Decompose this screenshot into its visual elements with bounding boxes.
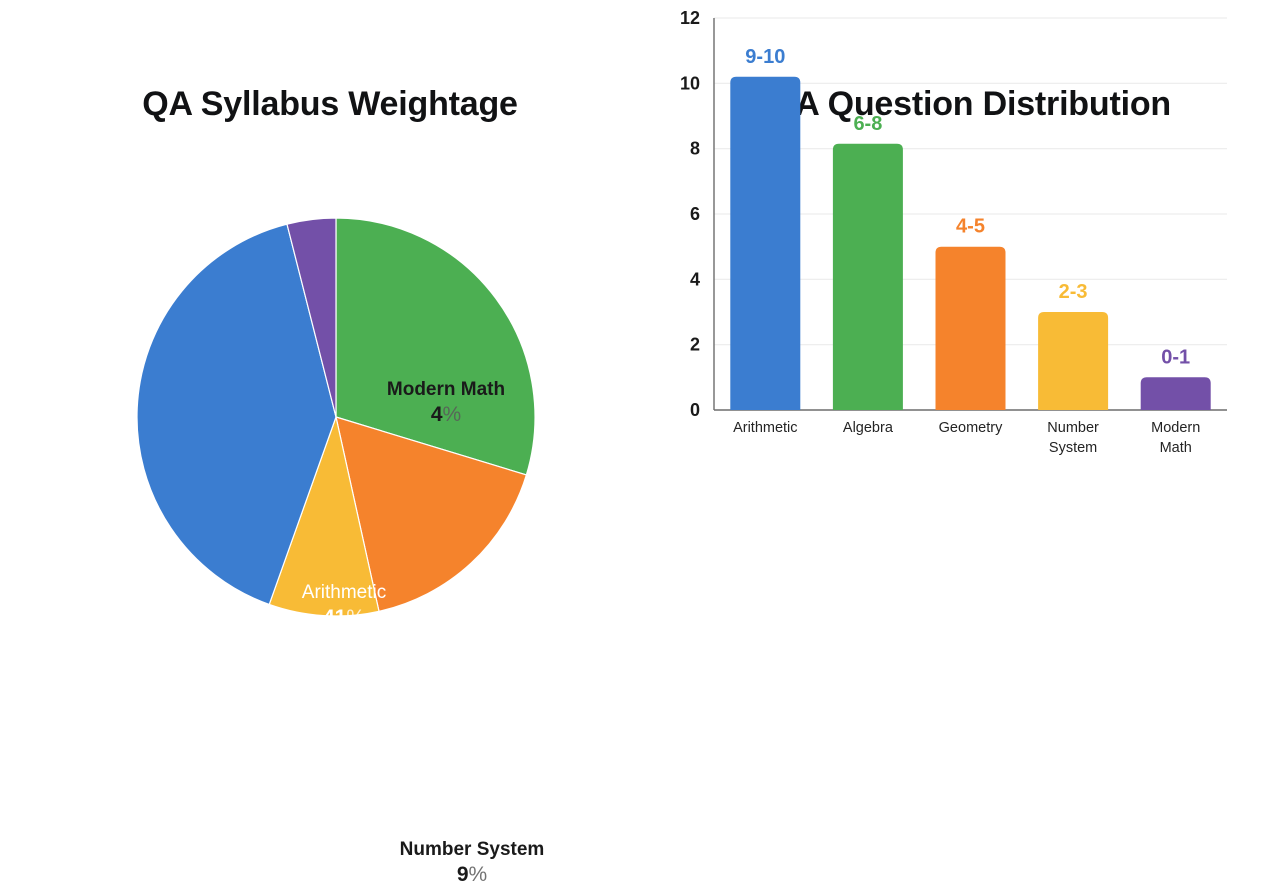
pie-label-geometry-number: 17 — [540, 726, 565, 750]
x-axis-tick-label-geometry: Geometry — [939, 420, 1003, 436]
y-axis-tick-label: 12 — [680, 8, 700, 28]
y-axis-tick-label: 0 — [690, 400, 700, 420]
pie-slices — [136, 217, 536, 617]
pie-label-algebra-sign: % — [548, 571, 568, 595]
y-axis-tick-label: 4 — [690, 269, 700, 289]
pie-label-geometry-value: 17% — [472, 726, 652, 751]
bar-value-label-arithmetic: 9-10 — [745, 46, 785, 68]
pie-chart-panel: QA Syllabus Weightage Algebra 30% Geomet… — [0, 0, 660, 886]
x-axis-tick-label-number-system: Number System — [1047, 420, 1099, 456]
pie-label-number-system: Number System 9% — [372, 839, 572, 888]
x-axis-tick-label-arithmetic: Arithmetic — [733, 420, 797, 436]
pie-slice-modern-math[interactable] — [286, 217, 337, 418]
bar-value-label-geometry: 4-5 — [956, 216, 985, 238]
bar-chart-bars — [730, 76, 1211, 411]
x-axis-tick-label-algebra: Algebra — [843, 420, 894, 436]
bar-algebra[interactable] — [832, 143, 903, 411]
bar-value-label-algebra: 6-8 — [853, 113, 882, 135]
bar-chart: 0 2 4 6 8 10 12 9-10 6-8 4-5 2-3 0-1 Arithmetic Alg… — [660, 0, 1280, 720]
pie-label-geometry: Geometry 17% — [472, 702, 652, 751]
bar-modern-math[interactable] — [1140, 377, 1211, 410]
bar-chart-title: QA Question Distribution — [769, 84, 1171, 123]
pie-label-number-system-value: 9% — [372, 863, 572, 888]
pie-label-geometry-sign: % — [564, 726, 584, 750]
bar-number-system[interactable] — [1038, 312, 1109, 410]
bar-chart-xtick-labels: Arithmetic Algebra Geometry Number System Mod… — [733, 420, 1200, 456]
y-axis-tick-label: 2 — [690, 335, 700, 355]
x-axis-tick-label-modern-math: Modern Math — [1151, 420, 1200, 456]
bar-geometry[interactable] — [935, 246, 1006, 410]
pie-slice-geometry[interactable] — [335, 416, 528, 613]
y-axis-tick-label: 6 — [690, 204, 700, 224]
y-axis-tick-label: 10 — [680, 73, 700, 93]
y-axis-tick-label: 8 — [690, 139, 700, 159]
pie-slice-number-system[interactable] — [268, 414, 380, 617]
pie-label-geometry-name: Geometry — [520, 702, 604, 723]
pie-chart: Algebra 30% Geometry 17% Arithmetic 41% … — [136, 217, 604, 886]
bar-chart-value-labels: 9-10 6-8 4-5 2-3 0-1 — [745, 46, 1190, 368]
bar-arithmetic[interactable] — [730, 76, 801, 411]
bar-value-label-modern-math: 0-1 — [1161, 346, 1190, 368]
pie-slice-algebra[interactable] — [335, 217, 536, 476]
bar-chart-svg: 0 2 4 6 8 10 12 9-10 6-8 4-5 2-3 0-1 Arithmetic Alg… — [680, 8, 1227, 456]
bar-chart-ytick-labels: 0 2 4 6 8 10 12 — [680, 8, 700, 420]
pie-label-number-system-number: 9 — [456, 863, 469, 887]
pie-label-number-system-name: Number System — [399, 839, 545, 860]
bar-value-label-number-system: 2-3 — [1059, 281, 1088, 303]
pie-label-number-system-sign: % — [468, 863, 488, 887]
pie-chart-svg — [136, 217, 536, 617]
pie-slice-arithmetic[interactable] — [136, 223, 337, 606]
bar-chart-panel: QA Question Distribution 0 2 4 6 8 10 12 9-10 6… — [660, 0, 1280, 720]
pie-chart-title: QA Syllabus Weightage — [142, 84, 518, 123]
